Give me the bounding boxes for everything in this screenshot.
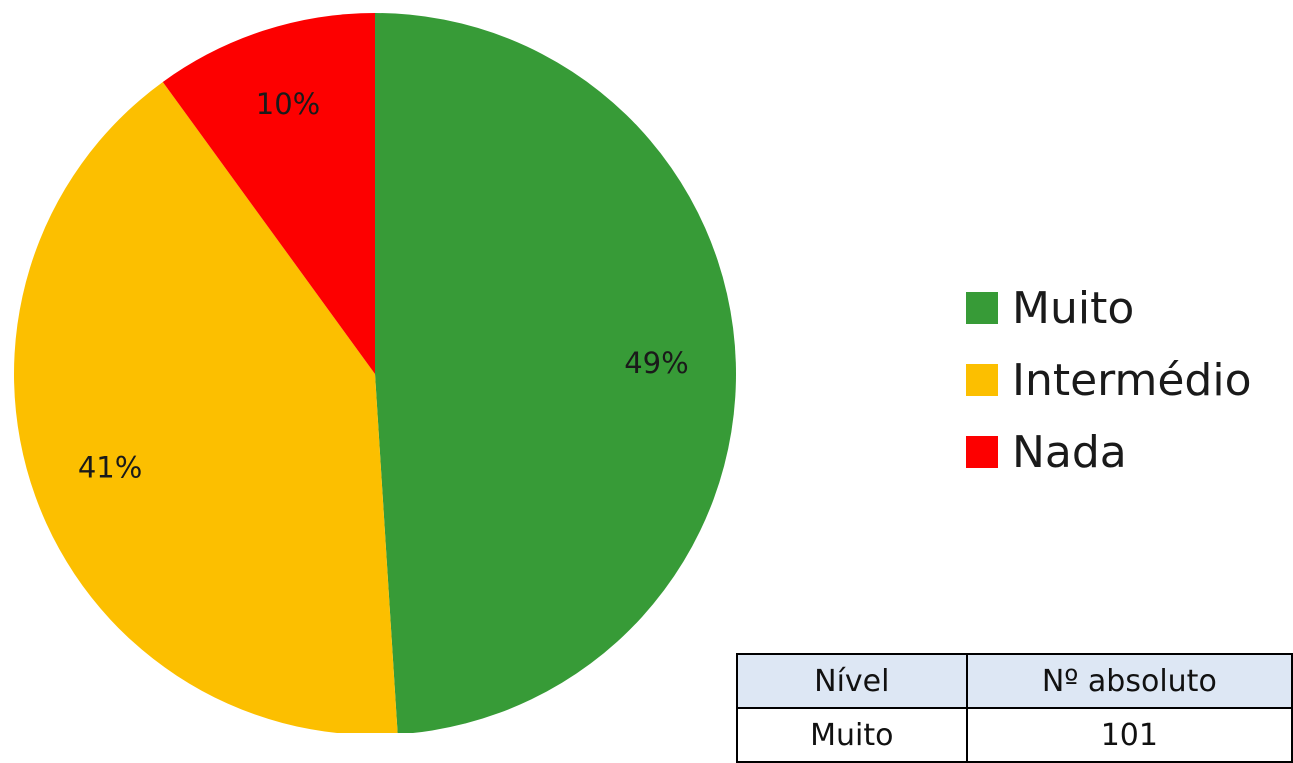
legend-swatch-intermedio xyxy=(966,364,998,396)
table-cell-nivel: Muito xyxy=(736,707,968,763)
legend-label-muito: Muito xyxy=(1012,282,1135,334)
table-row: Muito 101 xyxy=(736,707,1293,763)
legend-item-nada: Nada xyxy=(966,416,1252,488)
data-table-container: Nível Nº absoluto Muito 101 xyxy=(736,653,1293,763)
legend-swatch-muito xyxy=(966,292,998,324)
table-header-nivel: Nível xyxy=(736,653,968,709)
data-label-intermedio: 41% xyxy=(78,450,142,484)
legend-label-intermedio: Intermédio xyxy=(1012,354,1252,406)
table-header-row: Nível Nº absoluto xyxy=(736,653,1293,709)
pie-slices xyxy=(14,13,736,733)
data-label-nada: 10% xyxy=(256,87,320,121)
legend-swatch-nada xyxy=(966,436,998,468)
legend-item-intermedio: Intermédio xyxy=(966,344,1252,416)
pie-slice-labels: 49% 41% 10% xyxy=(78,87,689,484)
data-table: Nível Nº absoluto Muito 101 xyxy=(736,653,1293,763)
data-label-muito: 49% xyxy=(624,346,688,380)
pie-slice-muito xyxy=(375,13,736,733)
legend-item-muito: Muito xyxy=(966,272,1252,344)
table-header-n-absoluto: Nº absoluto xyxy=(965,653,1293,709)
legend-label-nada: Nada xyxy=(1012,426,1127,478)
table-cell-n-absoluto: 101 xyxy=(965,707,1293,763)
pie-chart: 49% 41% 10% xyxy=(14,13,736,733)
pie-slice-intermedio xyxy=(14,81,398,733)
pie-slice-nada xyxy=(162,13,375,374)
chart-legend: Muito Intermédio Nada xyxy=(966,272,1252,488)
